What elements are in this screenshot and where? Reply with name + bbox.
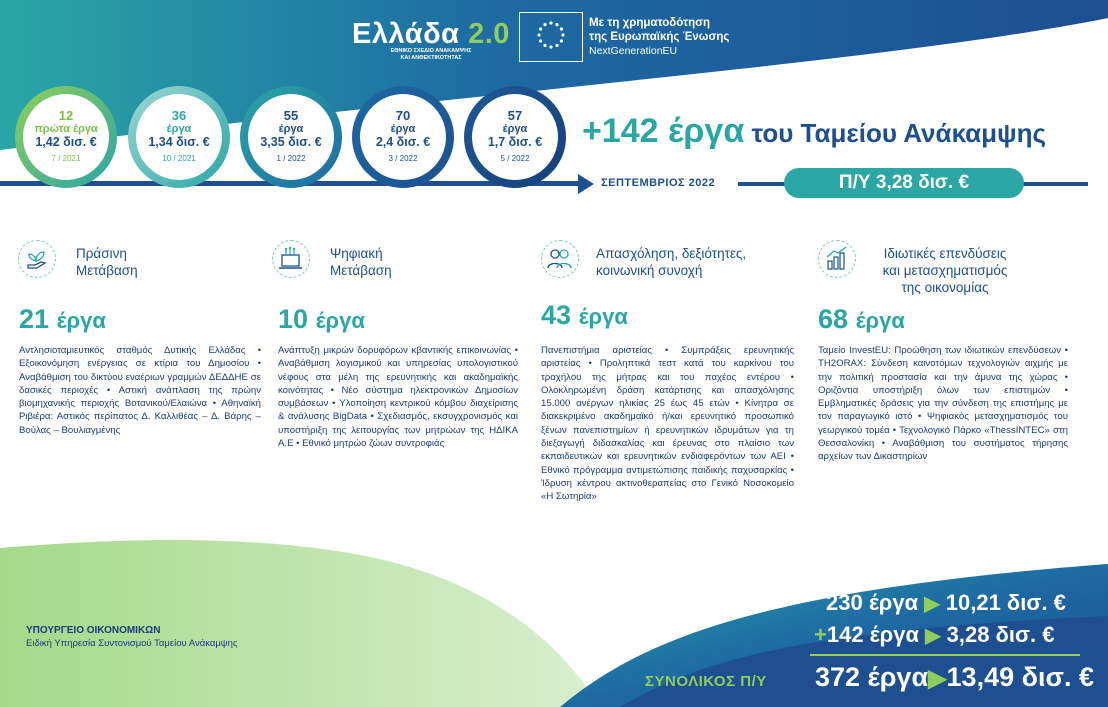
milestone-label: έργα <box>166 123 192 135</box>
milestone-count: 36 <box>171 108 187 123</box>
milestone-date: 5 / 2022 <box>500 154 530 163</box>
category-count-number: 21 <box>19 304 50 334</box>
play-arrow-icon: ▶ <box>925 625 941 647</box>
totals-projects: 372 έργα <box>815 662 929 692</box>
logo-main: Ελλάδα <box>352 18 460 50</box>
totals-projects: 230 έργα <box>826 590 919 615</box>
logo-sub-line1: ΕΘΝΙΚΟ ΣΧΕΔΙΟ ΑΝΑΚΑΜΨΗΣ <box>390 48 472 54</box>
eu-flag-icon <box>519 12 583 62</box>
category-count: 43 έργα <box>541 300 628 331</box>
milestone-date: 1 / 2022 <box>276 154 306 163</box>
category-title-line: Μετάβαση <box>330 263 392 278</box>
totals-row-grand: 372 έργα▶13,49 δισ. € <box>815 662 1094 693</box>
category-count-number: 43 <box>541 300 572 330</box>
category-title-line: Ιδιωτικές επενδύσεις <box>883 246 1007 261</box>
eu-funding-text: Με τη χρηματοδότηση της Ευρωπαϊκής Ένωση… <box>589 16 729 58</box>
milestone-amount: 1,34 δισ. € <box>148 135 210 149</box>
ministry-name: ΥΠΟΥΡΓΕΙΟ ΟΙΚΟΝΟΜΙΚΩΝ <box>26 625 161 636</box>
category-title-line: και μετασχηματισμός <box>882 263 1008 278</box>
headline-count: +142 έργα <box>582 112 745 150</box>
category-title-line: κοινωνική συνοχή <box>596 263 703 278</box>
category-title-line: της οικονομίας <box>901 280 989 295</box>
category-title: Ιδιωτικές επενδύσεις και μετασχηματισμός… <box>870 245 1020 296</box>
totals-amount: 13,49 δισ. € <box>946 662 1094 692</box>
logo-version: 2.0 <box>468 18 510 50</box>
plant-hand-icon <box>18 240 56 278</box>
milestone-date: 7 / 2021 <box>51 154 81 163</box>
greece-2-0-logo: Ελλάδα 2.0 <box>352 18 510 51</box>
milestone-label: έργα <box>390 123 416 135</box>
logo-subtitle: ΕΘΝΙΚΟ ΣΧΕΔΙΟ ΑΝΑΚΑΜΨΗΣ ΚΑΙ ΑΝΘΕΚΤΙΚΟΤΗΤ… <box>368 48 494 61</box>
category-count-unit: έργα <box>578 304 628 329</box>
category-title-line: Απασχόληση, δεξιότητες, <box>596 246 747 261</box>
milestone-date: 10 / 2021 <box>162 154 196 163</box>
milestone-amount: 3,35 δισ. € <box>260 135 322 149</box>
category-description: Αντλησιοταμιευτικός σταθμός Δυτικής Ελλά… <box>19 345 261 436</box>
category-description: Ταμείο InvestEU: Προώθηση των ιδιωτικών … <box>818 345 1068 463</box>
category-count-number: 68 <box>818 304 849 334</box>
totals-row-previous: 230 έργα ▶ 10,21 δισ. € <box>826 590 1066 616</box>
category-description: Πανεπιστήμια αριστείας • Συμπράξεις ερευ… <box>541 345 794 503</box>
category-title: Ψηφιακή Μετάβαση <box>330 245 392 279</box>
milestone-2: 36 έργα 1,34 δισ. € 10 / 2021 <box>136 94 222 180</box>
plus-sign: + <box>814 622 827 647</box>
totals-row-new: +142 έργα ▶ 3,28 δισ. € <box>814 622 1055 648</box>
category-title-line: Ψηφιακή <box>330 246 383 261</box>
budget-badge: Π/Υ 3,28 δισ. € <box>784 168 1024 198</box>
milestone-label: έργα <box>502 123 528 135</box>
footer-background <box>0 540 1108 707</box>
milestone-3: 55 έργα 3,35 δισ. € 1 / 2022 <box>248 94 334 180</box>
milestone-amount: 2,4 δισ. € <box>375 135 431 149</box>
play-arrow-icon: ▶ <box>924 593 940 615</box>
milestone-label: έργα <box>278 123 304 135</box>
timeline-arrow-icon <box>578 174 594 194</box>
milestone-amount: 1,42 δισ. € <box>35 135 97 149</box>
totals-projects: 142 έργα <box>826 622 919 647</box>
milestone-date: 3 / 2022 <box>388 154 418 163</box>
category-count-number: 10 <box>278 304 309 334</box>
ministry-subtitle: Ειδική Υπηρεσία Συντονισμού Ταμείου Ανάκ… <box>26 638 238 649</box>
play-arrow-icon: ▶ <box>928 665 947 692</box>
headline-rest: του Ταμείου Ανάκαμψης <box>744 118 1047 148</box>
total-budget-label: ΣΥΝΟΛΙΚΟΣ Π/Υ <box>645 673 767 690</box>
category-description: Ανάπτυξη μικρών δορυφόρων κβαντικής επικ… <box>278 345 518 450</box>
category-count-unit: έργα <box>56 308 106 333</box>
milestone-count: 12 <box>58 108 74 123</box>
milestone-count: 55 <box>283 108 299 123</box>
milestone-4: 70 έργα 2,4 δισ. € 3 / 2022 <box>360 94 446 180</box>
totals-amount: 10,21 δισ. € <box>945 590 1066 615</box>
category-count-unit: έργα <box>315 308 365 333</box>
logo-sub-line2: ΚΑΙ ΑΝΘΕΚΤΙΚΟΤΗΤΑΣ <box>400 54 462 61</box>
laptop-circuit-icon <box>272 240 310 278</box>
milestone-1: 12 πρώτα έργα 1,42 δισ. € 7 / 2021 <box>23 94 109 180</box>
eu-line1: Με τη χρηματοδότηση <box>589 17 711 29</box>
milestone-5: 57 έργα 1,7 δισ. € 5 / 2022 <box>472 94 558 180</box>
category-title-line: Μετάβαση <box>76 263 138 278</box>
eu-line3: NextGenerationEU <box>589 45 678 57</box>
category-count-unit: έργα <box>855 308 905 333</box>
category-title: Πράσινη Μετάβαση <box>76 245 138 279</box>
totals-separator <box>810 654 1080 656</box>
date-label: ΣΕΠΤΕΜΒΡΙΟΣ 2022 <box>601 177 716 189</box>
milestone-count: 70 <box>395 108 411 123</box>
category-title: Απασχόληση, δεξιότητες, κοινωνική συνοχή <box>596 245 746 279</box>
milestone-count: 57 <box>507 108 523 123</box>
category-count: 21 έργα <box>19 304 106 335</box>
people-icon <box>541 240 579 278</box>
category-count: 68 έργα <box>818 304 905 335</box>
headline: +142 έργα του Ταμείου Ανάκαμψης <box>582 112 1046 151</box>
eu-line2: της Ευρωπαϊκής Ένωσης <box>589 31 730 43</box>
totals-amount: 3,28 δισ. € <box>946 622 1055 647</box>
milestone-amount: 1,7 δισ. € <box>487 135 543 149</box>
category-count: 10 έργα <box>278 304 365 335</box>
milestone-label: πρώτα έργα <box>34 123 98 135</box>
growth-chart-icon <box>818 240 856 278</box>
category-title-line: Πράσινη <box>76 246 127 261</box>
